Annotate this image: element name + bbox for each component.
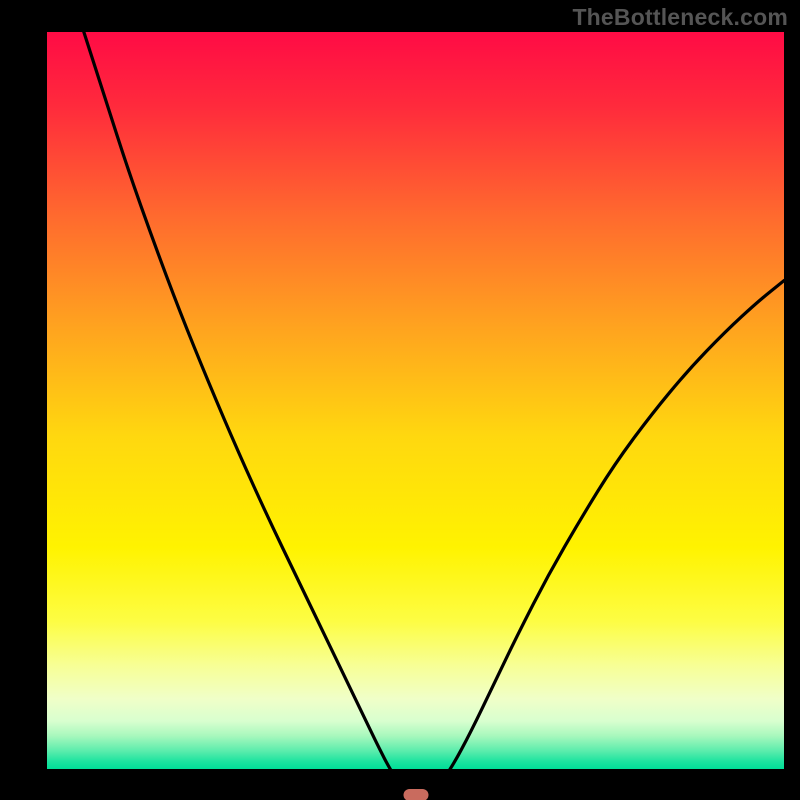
watermark-text: TheBottleneck.com — [572, 4, 788, 31]
optimal-point-marker — [403, 789, 428, 800]
curve-path — [84, 32, 784, 794]
bottleneck-curve — [47, 32, 784, 797]
chart-container: TheBottleneck.com — [0, 0, 800, 800]
plot-area — [47, 32, 784, 797]
